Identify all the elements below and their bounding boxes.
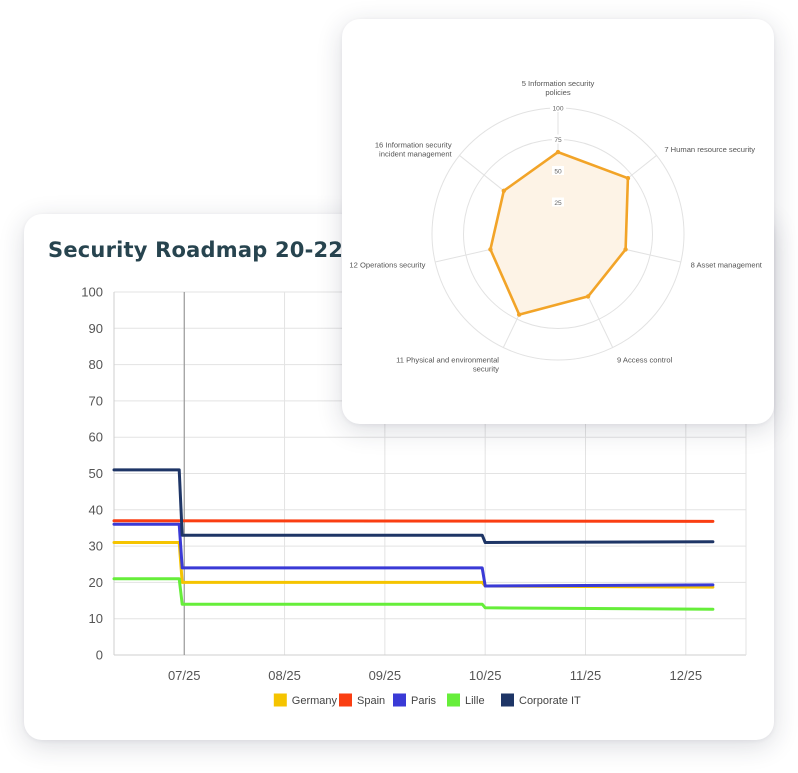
- series-line-germany: [112, 541, 715, 589]
- radar-axis-label: 9 Access control: [617, 356, 673, 365]
- legend-label: Germany: [292, 695, 338, 707]
- x-tick-label: 12/25: [670, 668, 703, 683]
- roadmap-title: Security Roadmap 20-22: [48, 238, 344, 262]
- y-tick-label: 10: [89, 611, 103, 626]
- radar-axis-label: 8 Asset management: [691, 260, 763, 269]
- legend-label: Corporate IT: [519, 695, 581, 707]
- x-tick-label: 08/25: [268, 668, 301, 683]
- legend-swatch: [339, 693, 352, 707]
- radar-tick-label: 25: [554, 200, 562, 207]
- radar-axis-label: 5 Information security policies: [522, 79, 595, 97]
- series-line-spain: [112, 519, 715, 523]
- y-tick-label: 50: [89, 466, 103, 481]
- radar-axis-label-line: 12 Operations security: [349, 260, 425, 269]
- radar-axis-label-line: 7 Human resource security: [664, 145, 755, 154]
- legend-item-germany: Germany: [273, 693, 338, 707]
- legend-item-corporate-it: Corporate IT: [501, 693, 581, 707]
- y-tick-label: 90: [89, 321, 103, 336]
- legend-swatch: [393, 693, 406, 707]
- y-tick-label: 60: [89, 430, 103, 445]
- legend-item-paris: Paris: [393, 693, 437, 707]
- y-tick-label: 0: [96, 648, 103, 663]
- line-chart: 0 10 20 30 40 50 60 70 80 90 100 07/25 08/25 09/25 10/…: [81, 285, 747, 707]
- radar-axis-label-line: security: [473, 365, 499, 374]
- radar-axis-label: 11 Physical and environmental security: [396, 356, 499, 374]
- radar-axis-label-line: 5 Information security: [522, 79, 595, 88]
- series-line-lille: [112, 577, 715, 611]
- radar-axis-label-line: policies: [545, 88, 571, 97]
- x-tick-label: 10/25: [469, 668, 502, 683]
- legend-item-spain: Spain: [339, 693, 385, 707]
- y-tick-label: 40: [89, 502, 103, 517]
- y-tick-label: 80: [89, 357, 103, 372]
- radar-axis-label-line: incident management: [379, 150, 452, 159]
- radar-point: [516, 312, 522, 317]
- x-tick-label: 09/25: [369, 668, 402, 683]
- legend-swatch: [501, 693, 514, 707]
- y-tick-label: 70: [89, 393, 103, 408]
- legend-label: Spain: [357, 695, 385, 707]
- radar-tick-label: 50: [554, 168, 562, 175]
- radar-point: [625, 176, 631, 181]
- series-line-paris: [112, 522, 715, 588]
- radar-axis-label: 16 Information security incident manageme…: [375, 141, 453, 159]
- x-tick-label: 07/25: [168, 668, 201, 683]
- radar-axis-label: 7 Human resource security: [664, 145, 755, 154]
- radar-point: [488, 247, 493, 252]
- radar-axis-label-line: 11 Physical and environmental: [396, 356, 499, 365]
- legend-swatch: [447, 693, 460, 707]
- radar-series-polygon: [489, 150, 630, 316]
- radar-tick-label: 75: [554, 137, 562, 144]
- radar-axis-label-line: 8 Asset management: [691, 260, 763, 269]
- y-tick-label: 20: [89, 575, 103, 590]
- radar-tick-label: 100: [552, 105, 563, 112]
- radar-point: [555, 149, 561, 155]
- radar-axis-label-line: 9 Access control: [617, 356, 673, 365]
- radar-tick-bg: [550, 103, 566, 112]
- legend-item-lille: Lille: [447, 693, 485, 707]
- y-tick-label: 30: [89, 539, 103, 554]
- radar-chart: 25 50 75 100 5 Information security policies 7…: [349, 79, 763, 374]
- radar-point: [623, 247, 628, 252]
- series-line-corporate-it: [112, 468, 715, 544]
- x-tick-label: 11/25: [570, 668, 602, 683]
- radar-card: 25 50 75 100 5 Information security policies 7…: [342, 19, 774, 424]
- y-tick-label: 100: [81, 285, 103, 300]
- radar-point: [585, 294, 591, 299]
- radar-tick-bg: [552, 197, 564, 207]
- radar-tick-bg: [552, 134, 564, 144]
- radar-point: [501, 188, 507, 193]
- legend-swatch: [273, 693, 287, 707]
- legend-label: Paris: [411, 695, 437, 707]
- radar-tick-bg: [552, 166, 564, 175]
- radar-axis-label-line: 16 Information security: [375, 141, 452, 150]
- legend-label: Lille: [465, 695, 485, 707]
- radar-axis-label: 12 Operations security: [349, 260, 425, 269]
